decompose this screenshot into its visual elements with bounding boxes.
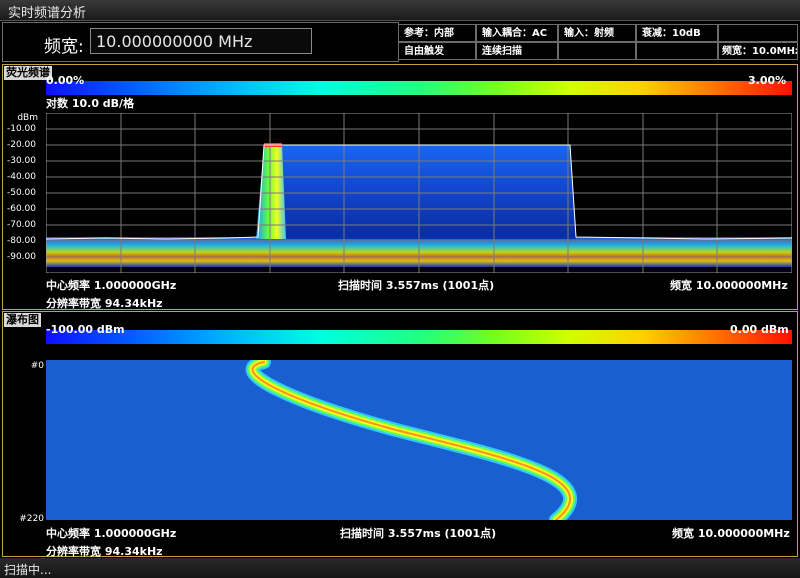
input-coupling-info[interactable]: 输入耦合：AC xyxy=(476,24,558,42)
waterfall-span: 频宽 10.000000MHz xyxy=(672,527,790,540)
y-tick-label: -50.00 xyxy=(6,188,36,198)
y-tick-label: -90.00 xyxy=(6,252,36,262)
attenuation-info[interactable]: 衰减：10dB xyxy=(636,24,718,42)
waterfall-bottom-row-label: #220 xyxy=(19,514,44,524)
status-bar: 扫描中... xyxy=(0,558,800,578)
y-tick-label: -70.00 xyxy=(6,220,36,230)
spectrum-center-frequency: 中心频率 1.000000GHz xyxy=(46,279,177,292)
spectrum-scale-label: 对数 10.0 dB/格 xyxy=(46,97,135,110)
info-blank-cell xyxy=(558,42,636,60)
spectrum-panel-tag: 荧光频谱 xyxy=(4,66,52,80)
spectrum-panel xyxy=(2,64,798,310)
sweep-mode-info[interactable]: 连续扫描 xyxy=(476,42,558,60)
waterfall-panel xyxy=(2,311,798,557)
spectrum-plot[interactable] xyxy=(46,113,792,273)
waterfall-sweep-time: 扫描时间 3.557ms (1001点) xyxy=(340,527,497,540)
status-text: 扫描中... xyxy=(4,563,52,577)
window-title: 实时频谱分析 xyxy=(8,6,87,21)
spectrum-span: 频宽 10.000000MHz xyxy=(670,279,788,292)
waterfall-top-row-label: #0 xyxy=(30,361,44,371)
spectrum-scale-max: 3.00% xyxy=(748,74,787,87)
waterfall-plot[interactable] xyxy=(46,360,792,520)
input-info[interactable]: 输入：射频 xyxy=(558,24,636,42)
waterfall-color-scale xyxy=(46,330,792,344)
trigger-info[interactable]: 自由触发 xyxy=(398,42,476,60)
bandwidth-input[interactable]: 10.000000000 MHz xyxy=(90,28,312,54)
spectrum-trace xyxy=(46,144,792,240)
waterfall-center-frequency: 中心频率 1.000000GHz xyxy=(46,527,177,540)
spectrum-rbw: 分辨率带宽 94.34kHz xyxy=(46,297,163,310)
info-blank-cell xyxy=(636,42,718,60)
y-tick-label: -60.00 xyxy=(6,204,36,214)
waterfall-rbw: 分辨率带宽 94.34kHz xyxy=(46,545,163,558)
y-axis-unit: dBm xyxy=(17,113,38,123)
bandwidth-label: 频宽: xyxy=(44,37,84,57)
y-tick-label: -30.00 xyxy=(6,156,36,166)
y-tick-label: -40.00 xyxy=(6,172,36,182)
plot-grid xyxy=(46,113,792,273)
y-tick-label: -20.00 xyxy=(6,140,36,150)
waterfall-scale-max: 0.00 dBm xyxy=(730,323,789,336)
spectrum-sweep-time: 扫描时间 3.557ms (1001点) xyxy=(338,279,495,292)
y-tick-label: -80.00 xyxy=(6,236,36,246)
spectrum-color-scale xyxy=(46,81,792,95)
spectrum-scale-min: 0.00% xyxy=(46,74,85,87)
span-info[interactable]: 频宽：10.0MHz xyxy=(718,42,798,60)
info-blank-cell xyxy=(718,24,798,42)
waterfall-scale-min: -100.00 dBm xyxy=(46,323,125,336)
waterfall-panel-tag: 瀑布图 xyxy=(4,313,41,327)
title-bar: 实时频谱分析 xyxy=(0,0,800,21)
y-tick-label: -10.00 xyxy=(6,124,36,134)
waterfall-signal-trace xyxy=(245,360,577,520)
reference-info[interactable]: 参考：内部 xyxy=(398,24,476,42)
